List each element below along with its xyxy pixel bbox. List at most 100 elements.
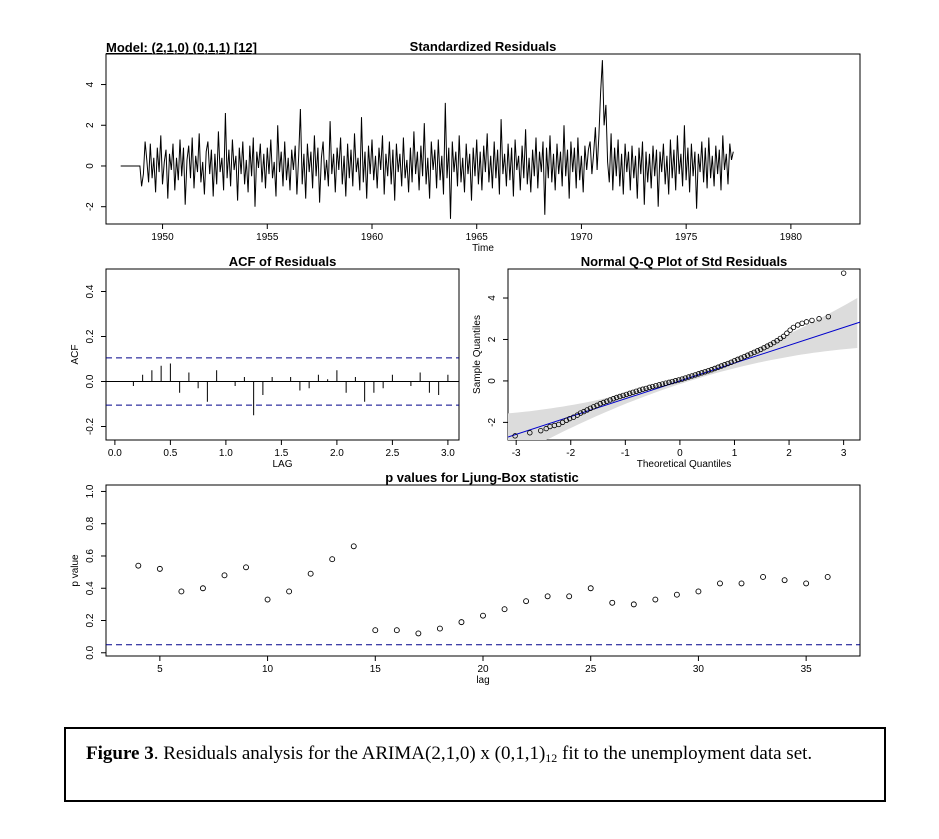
panel-2-y-tick-label: 0.2 [85,329,96,343]
panel-4-x-tick-label: 10 [262,664,274,675]
ljung-box-point [501,606,508,613]
ljung-box-point [178,588,185,595]
qq-point [600,399,607,406]
qq-point [604,398,610,404]
qq-point [646,384,653,391]
qq-point [787,327,793,333]
ljung-box-point [221,572,228,579]
qq-point [725,360,731,367]
qq-point [692,372,698,378]
ljung-box-point [350,543,357,550]
qq-point [581,408,587,415]
panel-1-x-tick-label: 1975 [675,232,698,243]
panel-4-x-label: lag [476,675,489,686]
qq-point [718,363,725,369]
panel-2-frame [105,268,460,441]
panel-1-x-tick-label: 1955 [256,232,279,243]
panel-3-x-tick-label: 0 [677,448,683,459]
qq-point [538,427,544,434]
qq-point [610,396,617,402]
qq-point [735,356,741,363]
panel-4-y-tick-label: 1.0 [85,484,96,498]
qq-point [795,322,801,328]
qq-point [748,351,754,357]
qq-point [780,333,787,340]
qq-point [669,378,675,385]
qq-point [784,330,790,336]
panel-4-y-tick-label: 0.4 [85,581,96,595]
panel-4-x-tick-label: 5 [157,664,163,675]
panel-4-y-tick-label: 0.8 [85,516,96,530]
ljung-box-point [760,574,767,580]
panel-3-y-tick-label: -2 [487,418,498,427]
qq-point [728,359,734,365]
panel-1-y-tick-label: 2 [85,122,96,128]
panel-2-x-tick-label: 1.0 [219,448,233,459]
panel-2-y-tick-label: -0.2 [85,417,96,435]
qq-point [594,402,600,409]
panel-4-x-tick-label: 35 [801,664,813,675]
qq-point [597,401,603,407]
qq-point [731,358,738,364]
panel-3-x-tick-label: 3 [841,448,847,459]
caption-label: Figure 3 [86,743,154,764]
ljung-box-point [717,580,723,587]
qq-point [689,373,695,379]
ljung-box-point [523,598,530,605]
qq-point [676,377,682,383]
ljung-box-point [673,591,680,598]
qq-point [744,352,751,358]
ljung-box-point [738,580,745,587]
panel-3-frame [507,268,861,441]
panel-1-y-tick-label: -2 [85,202,96,211]
qq-point [682,375,689,381]
qq-point [643,385,649,392]
panel-2-x-tick-label: 0.0 [108,448,122,459]
panel-3-y-tick-label: 2 [487,336,498,342]
panel-4-y-tick-label: 0.2 [85,613,96,627]
qq-point [685,374,692,380]
panel-4-frame [105,484,861,657]
ljung-box-point [307,570,314,577]
panel-3-x-tick-label: -3 [512,448,521,459]
panel-2-x-tick-label: 2.5 [385,448,399,459]
qq-point [672,378,679,384]
panel-2-x-label: LAG [272,459,292,470]
qq-point [587,405,594,411]
panel-2-x-tick-label: 1.5 [274,448,288,459]
qq-point [790,324,797,331]
ljung-box-point [566,593,573,600]
qq-point [626,390,633,397]
qq-point [840,270,847,276]
ljung-box-point [436,625,443,632]
ljung-box-point [329,556,336,563]
panel-2-y-tick-label: 0.4 [85,284,96,298]
qq-point [653,382,659,389]
qq-point [630,389,636,396]
qq-point [708,367,715,373]
panel-2-y-label: ACF [70,345,81,365]
panel-1-x-tick-label: 1965 [466,232,489,243]
qq-point [633,388,639,394]
qq-point [741,353,748,360]
panel-1-x-tick-label: 1960 [361,232,384,243]
qq-point [563,417,570,424]
ljung-box-point [587,585,594,592]
ljung-box-point [458,619,465,626]
panel-2-x-tick-label: 2.0 [330,448,344,459]
qq-point [757,346,764,353]
panel-2-y-tick-label: 0.0 [85,374,96,388]
qq-point [590,404,597,410]
figure-caption: Figure 3. Residuals analysis for the ARI… [64,727,886,802]
panel-3-x-tick-label: 1 [732,448,738,459]
ljung-box-point [264,596,271,603]
qq-point [617,393,623,400]
panel-3-y-tick-label: 4 [487,295,498,301]
qq-point [640,386,646,392]
ljung-box-point [199,585,206,592]
qq-point [620,392,626,399]
qq-point [577,410,584,416]
panel-1-frame [105,53,861,225]
panel-1-x-tick-label: 1980 [780,232,803,243]
panel-3-title: Normal Q-Q Plot of Std Residuals [581,254,788,269]
